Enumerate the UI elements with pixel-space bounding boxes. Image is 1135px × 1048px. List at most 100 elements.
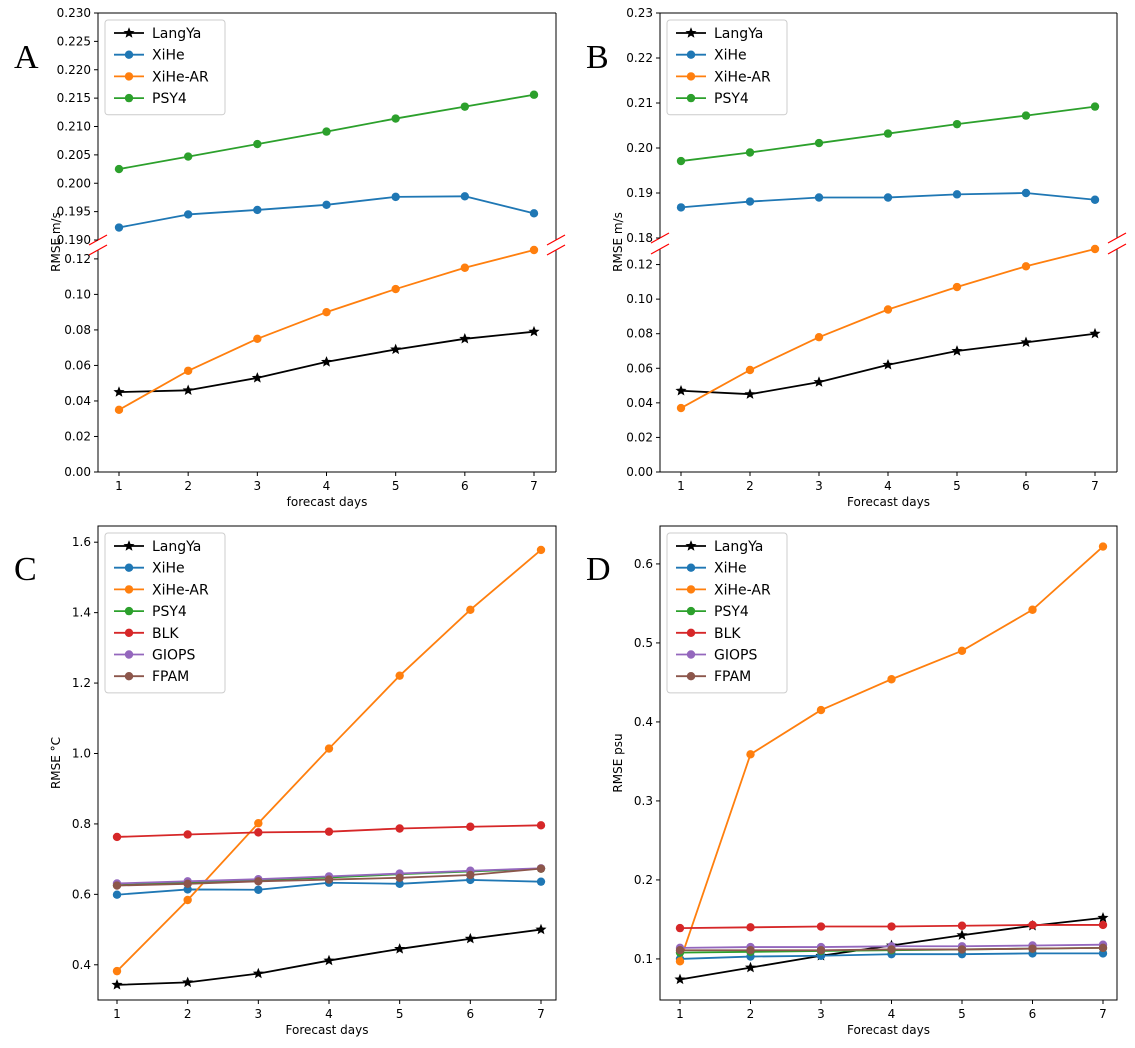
legend-swatch-marker — [686, 606, 696, 616]
legend-swatch-marker — [686, 563, 696, 572]
y-tick-label: 0.02 — [626, 430, 653, 444]
data-point — [957, 945, 967, 954]
legend-label: XiHe-AR — [152, 582, 209, 598]
data-point — [536, 821, 546, 830]
data-point — [952, 190, 962, 199]
y-tick-label: 0.205 — [57, 148, 91, 162]
x-tick-label: 6 — [1029, 1007, 1037, 1021]
legend-swatch-marker — [686, 650, 696, 659]
series-fpam — [112, 864, 546, 890]
legend-swatch-marker — [124, 606, 134, 616]
y-tick-label: 1.4 — [72, 606, 91, 620]
data-point — [883, 305, 893, 314]
data-point — [883, 129, 893, 138]
data-point — [535, 923, 547, 935]
legend-label: PSY4 — [152, 91, 187, 107]
legend-swatch-marker — [124, 672, 134, 681]
data-point — [744, 388, 756, 399]
x-tick-label: 4 — [323, 479, 331, 493]
data-point — [182, 976, 194, 988]
legend-label: LangYa — [152, 26, 201, 42]
data-point — [252, 967, 264, 979]
data-point — [676, 203, 686, 212]
legend-label: XiHe — [152, 561, 185, 577]
data-point — [1090, 244, 1100, 254]
data-point — [183, 366, 193, 375]
legend-item: XiHe-AR — [676, 582, 771, 598]
y-tick-label: 0.2 — [634, 873, 653, 887]
plot-frame — [659, 525, 1118, 1001]
data-point — [253, 205, 262, 215]
y-tick-label: 0.6 — [634, 557, 653, 571]
x-tick-label: 6 — [467, 1007, 475, 1021]
data-point — [745, 148, 755, 157]
data-point — [745, 365, 755, 375]
data-point — [320, 356, 333, 367]
legend-swatch-marker — [686, 672, 696, 681]
y-tick-label: 0.21 — [626, 96, 653, 110]
legend-label: PSY4 — [714, 604, 749, 620]
legend-swatch-marker — [123, 540, 135, 551]
x-axis-label: forecast days — [287, 495, 368, 509]
legend: LangYa XiHe XiHe-AR PSY4 — [666, 19, 788, 116]
data-point — [529, 90, 539, 99]
data-point — [882, 359, 894, 370]
series-xihe — [114, 192, 539, 232]
data-point — [816, 946, 826, 955]
legend-item: LangYa — [114, 26, 201, 42]
y-tick-label: 0.4 — [634, 715, 653, 729]
data-point — [182, 384, 194, 396]
x-tick-label: 5 — [392, 479, 400, 493]
data-point — [1098, 542, 1108, 551]
x-tick-label: 3 — [255, 1007, 263, 1021]
data-point — [464, 932, 476, 944]
legend-item: XiHe-AR — [676, 69, 771, 85]
legend-item: LangYa — [676, 539, 763, 555]
legend-swatch-marker — [124, 563, 134, 572]
y-tick-label: 0.1 — [634, 952, 653, 966]
series-xihe-ar — [676, 244, 1100, 413]
x-tick-label: 6 — [461, 479, 469, 493]
data-point — [744, 961, 757, 973]
data-point — [183, 830, 192, 839]
x-axis-label: Forecast days — [847, 1023, 930, 1037]
legend-swatch-marker — [686, 585, 696, 594]
x-tick-label: 7 — [1091, 479, 1099, 493]
data-point — [324, 875, 334, 884]
data-point — [324, 827, 334, 836]
legend-label: GIOPS — [152, 648, 195, 664]
series-line — [680, 248, 1096, 409]
data-point — [951, 345, 963, 356]
series-langya — [113, 325, 540, 397]
x-tick-label: 2 — [184, 479, 192, 493]
x-tick-label: 4 — [325, 1007, 333, 1021]
data-point — [675, 957, 685, 966]
legend-item: PSY4 — [114, 91, 187, 107]
data-point — [391, 114, 400, 123]
series-psy4 — [114, 90, 539, 174]
data-point — [1098, 920, 1108, 930]
data-point — [112, 966, 122, 976]
data-point — [814, 138, 824, 148]
data-point — [254, 828, 263, 837]
data-point — [529, 245, 539, 255]
legend-box — [104, 19, 226, 116]
legend-swatch-marker — [123, 27, 135, 38]
data-point — [746, 923, 755, 932]
legend-item: XiHe — [676, 561, 747, 577]
series-psy4 — [676, 102, 1100, 166]
data-point — [391, 192, 400, 202]
legend-swatch-marker — [124, 50, 134, 59]
data-point — [466, 870, 475, 880]
data-point — [254, 885, 263, 894]
data-point — [113, 386, 125, 397]
x-axis-label: Forecast days — [286, 1023, 369, 1037]
series-xihe-ar — [112, 545, 546, 976]
chart-panel-d: D 0.1 0.2 0.3 0.4 0.5 0.6 1 2 3 4 5 6 7 Forecast days R… — [586, 525, 1118, 1037]
legend-item: FPAM — [676, 669, 751, 685]
series-blk — [675, 920, 1108, 933]
data-point — [536, 864, 546, 873]
axes-frame — [97, 525, 557, 1001]
y-tick-label: 0.195 — [57, 205, 91, 219]
